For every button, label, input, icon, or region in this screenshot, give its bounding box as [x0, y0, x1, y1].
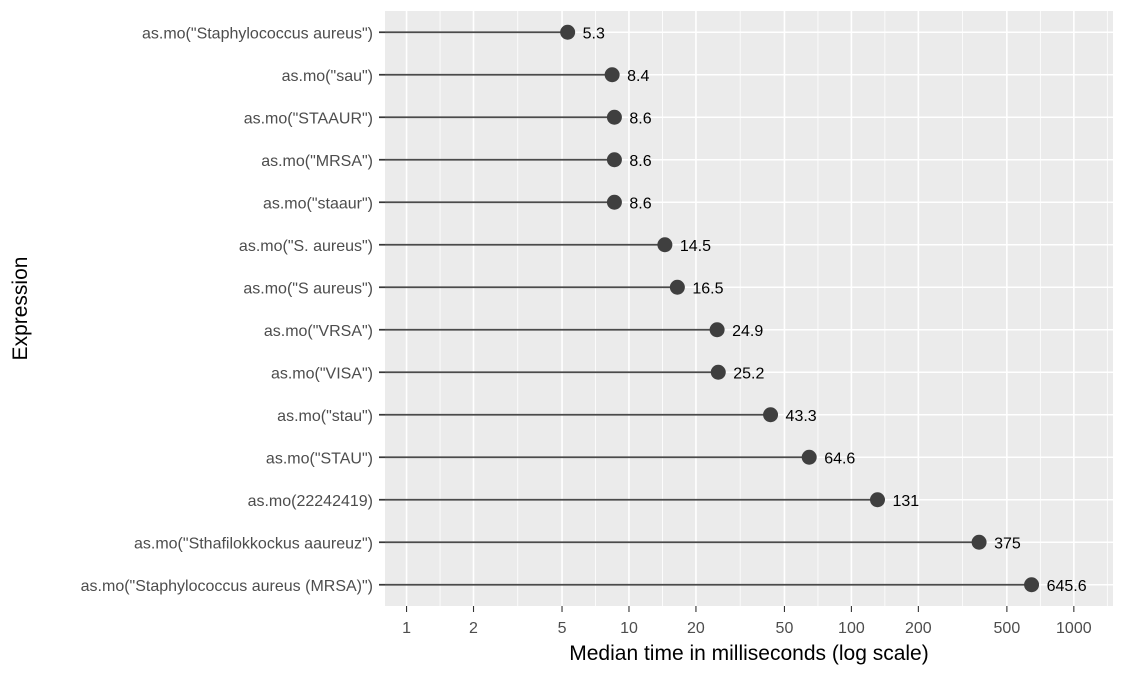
data-label: 8.4: [627, 68, 649, 85]
y-tick-label: as.mo("MRSA"): [261, 153, 373, 170]
data-label: 8.6: [629, 195, 651, 212]
y-tick-label: as.mo("Staphylococcus aureus (MRSA)"): [81, 578, 373, 595]
x-tick-label: 1: [402, 620, 411, 637]
data-label: 5.3: [583, 25, 605, 42]
x-tick-label: 10: [620, 620, 638, 637]
data-point: [763, 407, 779, 423]
y-axis-title: Expression: [9, 257, 32, 361]
y-tick-label: as.mo("sau"): [282, 68, 373, 85]
data-point: [801, 449, 817, 465]
y-axis: as.mo("Staphylococcus aureus") as.mo("sau…: [81, 25, 385, 595]
data-label: 8.6: [629, 153, 651, 170]
data-label: 645.6: [1047, 578, 1087, 595]
x-tick-label: 2: [469, 620, 478, 637]
x-tick-label: 200: [905, 620, 932, 637]
y-tick-label: as.mo("STAU"): [266, 450, 373, 467]
data-label: 375: [994, 535, 1021, 552]
x-tick-label: 100: [838, 620, 865, 637]
data-point: [1024, 577, 1040, 593]
y-tick-label: as.mo("Staphylococcus aureus"): [142, 25, 373, 42]
y-tick-label: as.mo("Sthafilokkockus aaureuz"): [134, 535, 373, 552]
data-point: [709, 322, 725, 338]
data-label: 43.3: [786, 408, 817, 425]
x-tick-label: 50: [776, 620, 794, 637]
data-label: 64.6: [824, 450, 855, 467]
data-point: [606, 152, 622, 168]
data-point: [657, 237, 673, 253]
plot-panel: [385, 11, 1113, 606]
data-label: 25.2: [733, 365, 764, 382]
data-label: 131: [892, 493, 919, 510]
data-point: [604, 67, 620, 83]
x-tick-label: 5: [558, 620, 567, 637]
data-point: [560, 24, 576, 40]
data-point: [710, 364, 726, 380]
x-axis-title: Median time in milliseconds (log scale): [569, 642, 928, 665]
point-layer: [560, 24, 1040, 593]
data-label: 14.5: [680, 238, 711, 255]
data-label: 16.5: [692, 280, 723, 297]
y-tick-label: as.mo("S. aureus"): [239, 238, 373, 255]
data-point: [669, 279, 685, 295]
value-label-layer: 5.3 8.4 8.6 8.6 8.6 14.5 16.5 24.9 25.2 43.3 64.6 1…: [583, 25, 1087, 595]
data-point: [606, 109, 622, 125]
x-tick-label: 20: [687, 620, 705, 637]
y-tick-label: as.mo("VISA"): [271, 365, 373, 382]
x-axis: 1 2 5 10 20 50 100 200 500 1000: [402, 606, 1092, 637]
data-label: 24.9: [732, 323, 763, 340]
y-tick-label: as.mo("VRSA"): [264, 323, 373, 340]
stem-layer: [379, 31, 1032, 586]
y-tick-label: as.mo("staaur"): [263, 195, 373, 212]
data-label: 8.6: [629, 110, 651, 127]
data-point: [606, 194, 622, 210]
y-tick-label: as.mo("S aureus"): [243, 280, 373, 297]
data-point: [971, 534, 987, 550]
y-tick-label: as.mo("STAAUR"): [244, 110, 373, 127]
y-tick-label: as.mo("stau"): [277, 408, 373, 425]
y-tick-label: as.mo(22242419): [248, 493, 373, 510]
x-tick-label: 500: [994, 620, 1021, 637]
data-point: [869, 492, 885, 508]
x-tick-label: 1000: [1056, 620, 1092, 637]
